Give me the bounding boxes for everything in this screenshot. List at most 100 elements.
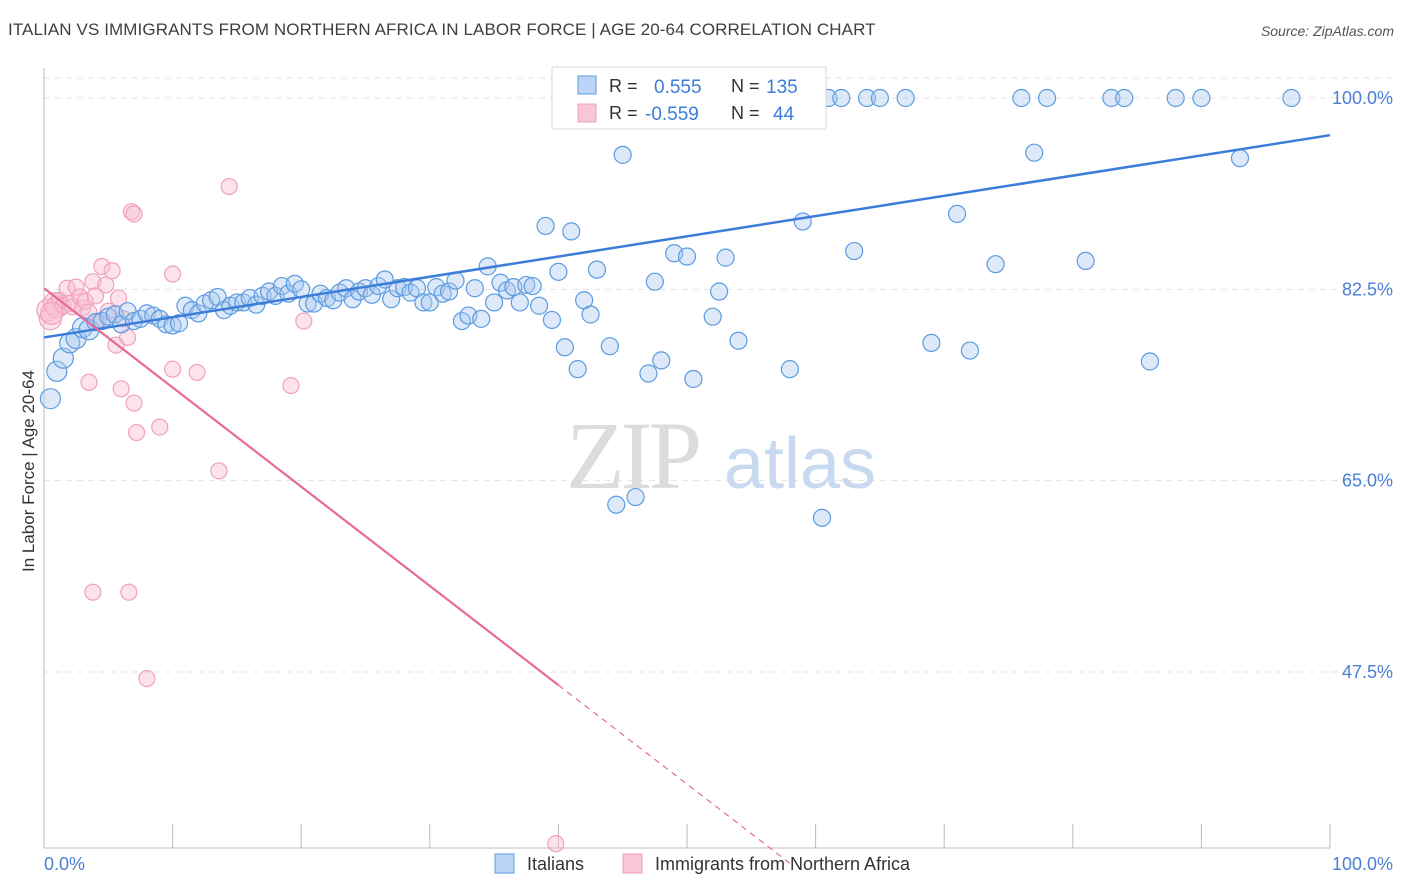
legend-r-value-1: 0.555 [654,77,702,98]
immigrants-point [164,265,182,283]
italians-point [1115,88,1134,108]
italians-point [523,276,542,296]
bottom-legend-label-italians: Italians [527,854,584,874]
italians-point [677,247,697,266]
italians-point [626,487,645,507]
immigrants-point [97,276,115,294]
italians-point [39,388,62,410]
y-tick-label-3: 47.5% [1342,662,1393,682]
immigrants-point [547,835,565,853]
chart-title: ITALIAN VS IMMIGRANTS FROM NORTHERN AFRI… [8,20,876,39]
italians-point [896,88,915,108]
immigrants-point [125,205,143,223]
immigrants-point [109,289,128,307]
italians-point [652,351,671,370]
legend-n-label-1: N = [731,76,760,96]
italians-point [1192,88,1211,108]
italians-point [1166,88,1185,108]
legend-n-label-2: N = [731,103,760,123]
italians-point [1012,88,1031,108]
immigrants-point [220,177,238,196]
italians-point [169,314,189,333]
legend-swatch-italians [577,75,597,95]
immigrants-point [151,418,169,436]
italians-point [510,293,529,312]
italians-point [587,260,607,279]
italians-point [46,360,68,382]
grid-lines [44,77,1394,673]
legend-n-value-1: 135 [766,77,798,98]
italians-point [857,88,877,108]
bottom-legend: Italians Immigrants from Northern Africa [494,853,911,874]
immigrants-point [103,262,121,280]
italians-point [710,282,729,301]
italians-point [1230,149,1250,168]
bottom-legend-label-immigrants: Immigrants from Northern Africa [655,854,911,874]
immigrants-point [125,394,143,412]
italians-point [382,290,401,309]
italians-point [542,310,562,330]
x-tick-label-1: 100.0% [1332,854,1393,874]
immigrants-point [188,363,206,382]
italians-point [472,309,491,328]
italians-point [870,88,890,108]
italians-point [485,293,504,312]
watermark-atlas: atlas [724,424,876,504]
italians-point [439,282,459,301]
italians-point [716,248,735,267]
italians-point [1076,251,1095,271]
watermark: ZIP atlas [566,402,876,509]
immigrants-point [122,203,141,221]
immigrants-point [84,583,102,601]
immigrants-point [40,301,64,325]
italians-point [793,212,812,231]
legend-r-value-2: -0.559 [645,104,699,125]
immigrants-point [164,360,182,378]
immigrants-point [282,376,300,395]
italians-point [780,360,799,379]
italians-point [645,272,664,291]
italians-point [1282,88,1301,108]
immigrants-trendline-extension [558,684,791,864]
italians-point [922,333,941,353]
italians-point [1037,88,1057,108]
italians-point [1140,352,1160,371]
immigrants-trendline [43,287,560,686]
italians-point [1025,143,1044,162]
source-label: Source: ZipAtlas.com [1260,23,1394,39]
x-tick-labels: 0.0% 100.0% [44,854,1393,874]
x-tick-label-0: 0.0% [44,854,85,874]
italians-point [947,204,967,223]
immigrants-point [86,287,105,305]
italians-point [986,255,1005,274]
y-axis-label: In Labor Force | Age 20-64 [19,370,38,572]
italians-point [465,279,484,298]
italians-point [555,338,574,357]
immigrants-point [120,583,138,601]
italians-point [639,364,658,383]
axes [43,68,1331,849]
italians-point [607,495,626,514]
y-tick-label-1: 82.5% [1342,279,1393,299]
legend-r-label-2: R = [609,103,638,123]
immigrants-point [210,462,228,480]
italians-point [600,337,619,356]
watermark-zip: ZIP [566,402,699,509]
italians-point [562,222,581,241]
immigrants-point [84,273,102,291]
immigrants-point [67,278,85,296]
italians-point [414,293,433,312]
italians-trendline [43,133,1331,339]
italians-point [1102,88,1121,108]
series-italians-points [39,88,1301,527]
italians-point [812,508,832,527]
y-tick-label-0: 100.0% [1332,88,1393,108]
trend-lines [43,133,1331,864]
immigrants-point [93,257,111,275]
italians-point [703,307,722,326]
legend-swatch-immigrants [577,103,597,123]
immigrants-point [112,380,130,398]
immigrants-point [80,373,98,391]
bottom-legend-swatch-immigrants [622,853,643,874]
